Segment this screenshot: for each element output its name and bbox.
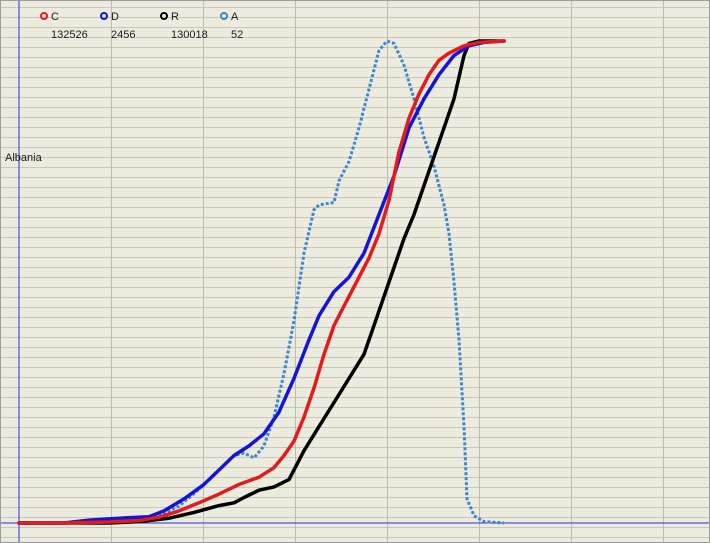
legend-count-c: 132526: [51, 29, 88, 41]
legend-label-r: R: [171, 11, 179, 23]
legend-item-a[interactable]: A 52: [220, 11, 243, 41]
legend-marker-c: [40, 12, 48, 20]
legend-item-c[interactable]: C 132526: [40, 11, 88, 41]
legend-label-c: C: [51, 11, 59, 23]
legend-item-d[interactable]: D 2456: [100, 11, 135, 41]
legend-count-d: 2456: [111, 29, 135, 41]
legend-label-d: D: [111, 11, 119, 23]
legend-count-a: 52: [231, 29, 243, 41]
series-line-d: [17, 39, 506, 525]
legend-item-r[interactable]: R 130018: [160, 11, 208, 41]
series-layer: [17, 39, 506, 525]
legend-marker-r: [160, 12, 168, 20]
vertical-gridlines: [111, 1, 664, 542]
legend-label-a: A: [231, 11, 239, 23]
series-line-a: [19, 39, 505, 525]
region-label: Albania: [5, 152, 43, 164]
legend-count-r: 130018: [171, 29, 208, 41]
legend-marker-d: [100, 12, 108, 20]
legend-marker-a: [220, 12, 228, 20]
horizontal-gridlines: [1, 7, 709, 538]
series-line-c: [17, 39, 506, 525]
legend: C 132526 D 2456 R 130018 A 52: [40, 11, 243, 41]
series-line-r: [17, 39, 506, 525]
